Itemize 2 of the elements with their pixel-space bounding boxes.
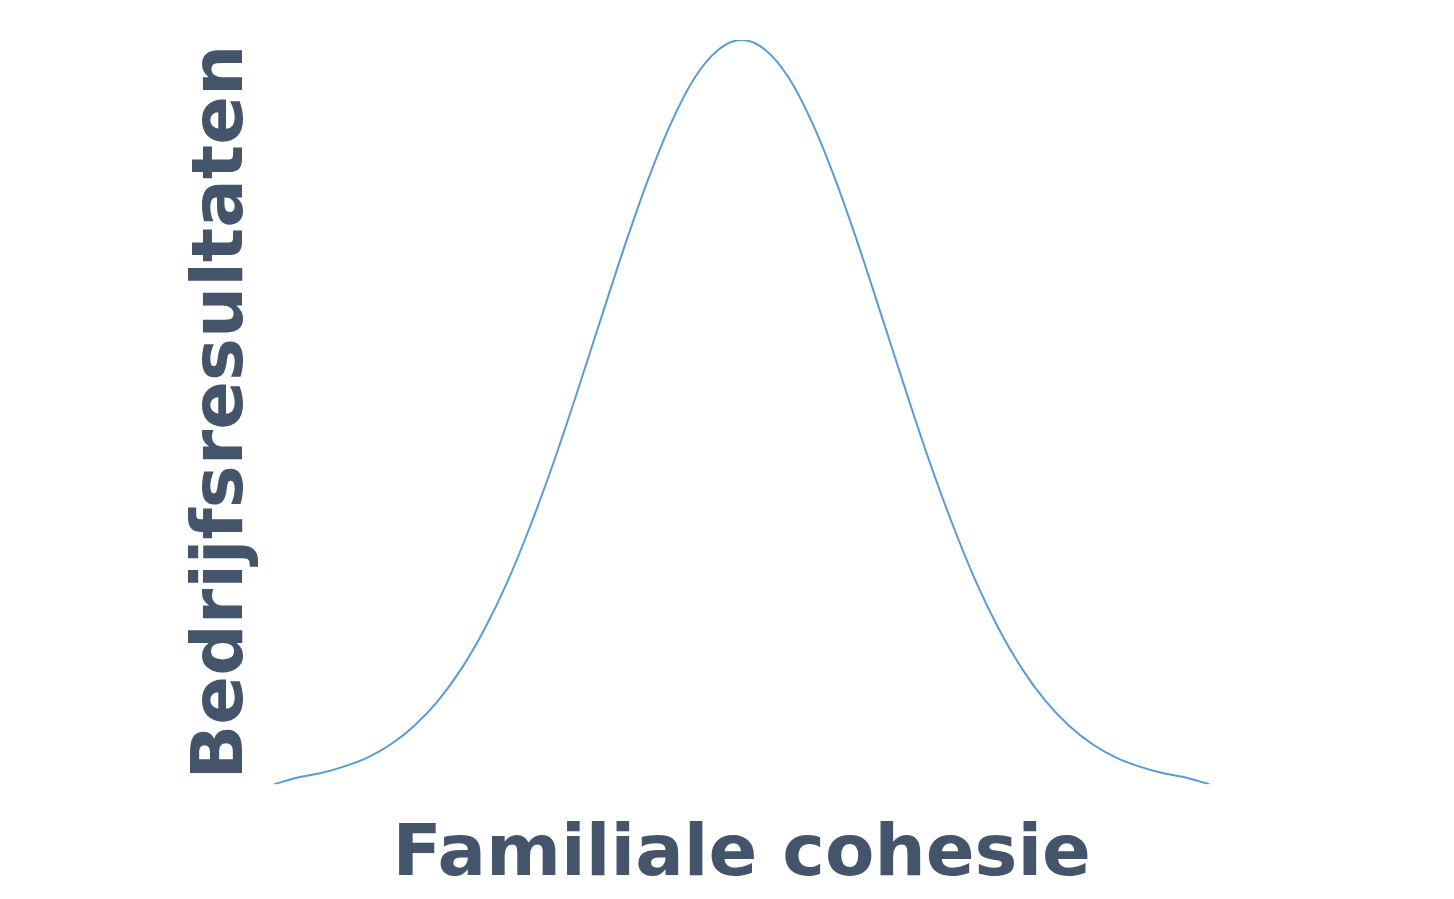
y-axis-title: Bedrijfsresultaten <box>174 44 259 780</box>
x-axis-title: Familiale cohesie <box>392 807 1091 892</box>
